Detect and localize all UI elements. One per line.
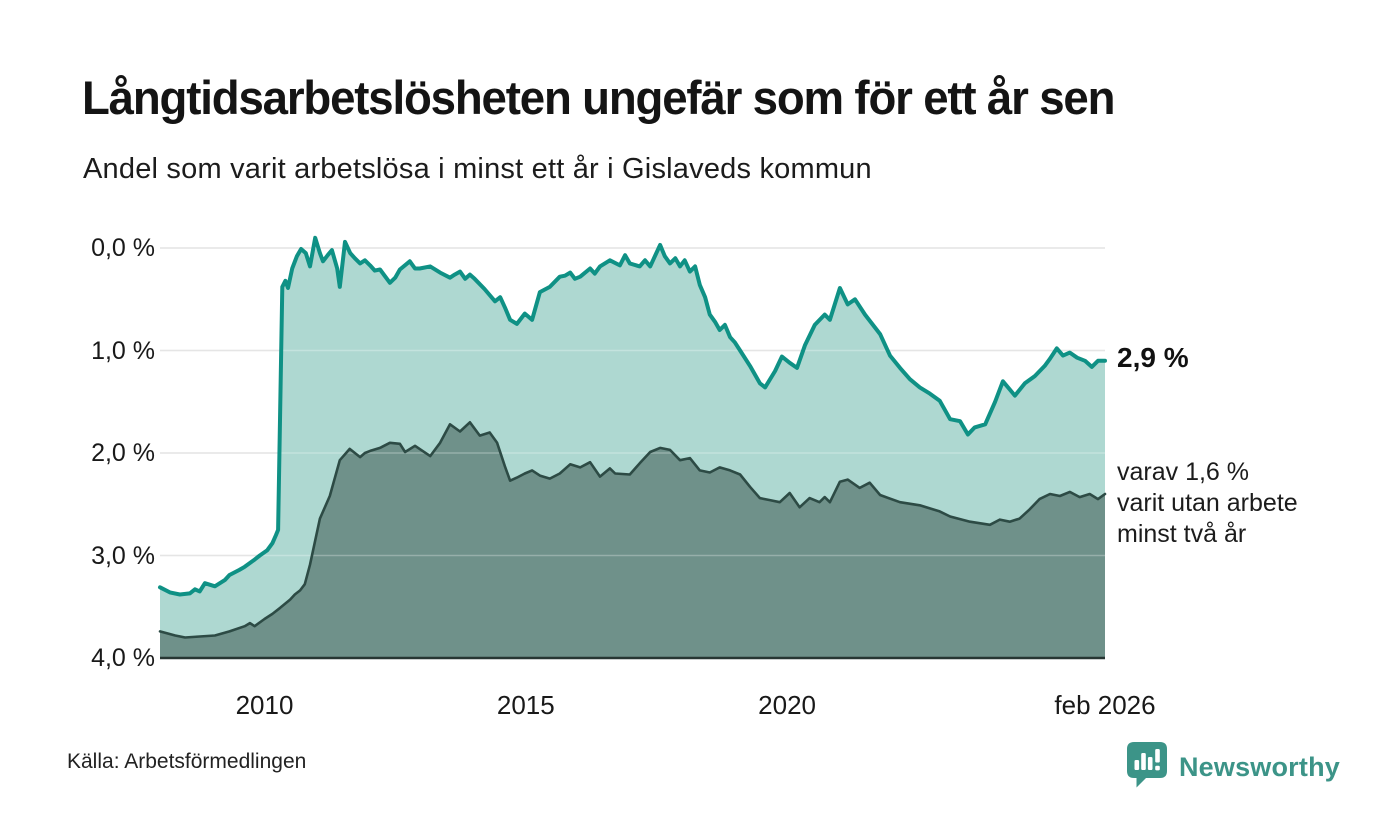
x-axis-label-2015: 2015	[496, 690, 555, 720]
y-axis-label-4: 4,0 %	[91, 644, 155, 672]
line-min-2-years	[158, 421, 1107, 639]
x-axis-label-2020: 2020	[758, 690, 817, 720]
newsworthy-brand: Newsworthy	[1125, 740, 1340, 795]
two-year-note-line-1: varav 1,6 %	[1117, 458, 1250, 486]
y-axis-label-1: 1,0 %	[91, 336, 155, 365]
area-min-2-years	[160, 422, 1105, 658]
line-min-1-year	[158, 235, 1107, 597]
chart-subtitle: Andel som varit arbetslösa i minst ett å…	[83, 153, 872, 185]
y-axis-label-3: 3,0 %	[91, 541, 155, 570]
page-title: Långtidsarbetslösheten ungefär som för e…	[82, 71, 1115, 124]
two-year-note: varav 1,6 % varit utan arbete minst två …	[1117, 457, 1298, 550]
two-year-note-line-3: minst två år	[1117, 520, 1247, 548]
y-axis-label-2: 2,0 %	[91, 439, 155, 467]
x-axis-label-feb-2026: feb 2026	[1054, 690, 1156, 720]
y-axis-label-0: 0,0 %	[91, 234, 155, 262]
newsworthy-wordmark: Newsworthy	[1178, 752, 1340, 782]
x-axis-label-2010: 2010	[235, 690, 294, 720]
two-year-note-line-2: varit utan arbete	[1117, 489, 1298, 517]
source-note: Källa: Arbetsförmedlingen	[67, 750, 307, 773]
latest-value-label: 2,9 %	[1117, 341, 1189, 373]
newsworthy-logo-icon	[1125, 740, 1169, 795]
